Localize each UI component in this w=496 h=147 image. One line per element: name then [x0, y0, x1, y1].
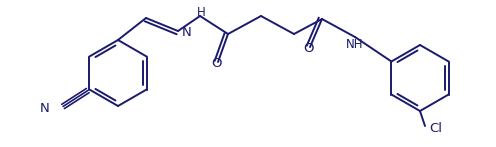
Text: O: O	[211, 57, 221, 70]
Text: Cl: Cl	[429, 122, 442, 135]
Text: NH: NH	[346, 38, 364, 51]
Text: H: H	[196, 6, 205, 19]
Text: N: N	[40, 102, 50, 116]
Text: O: O	[303, 42, 313, 55]
Text: N: N	[182, 26, 192, 40]
